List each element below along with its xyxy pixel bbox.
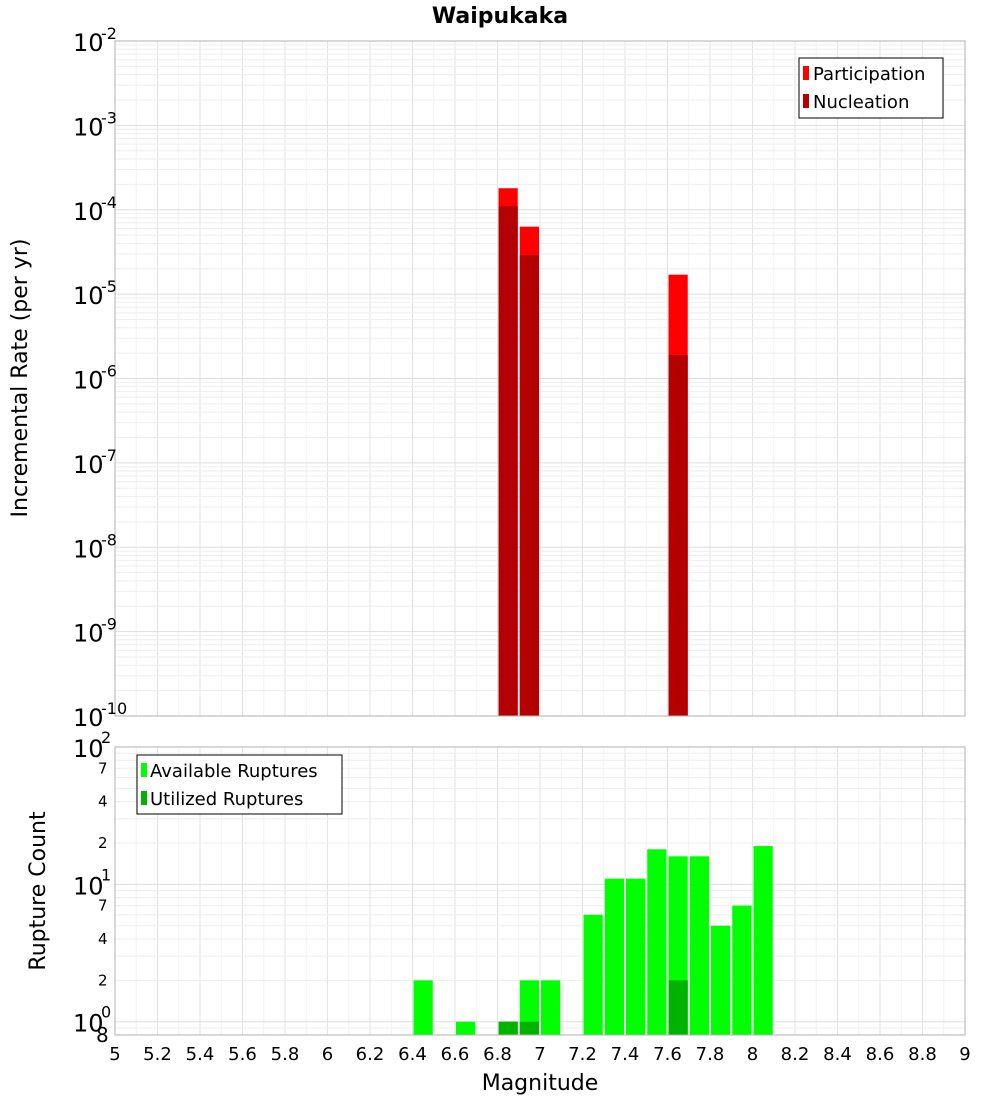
legend-swatch-participation: [803, 66, 809, 80]
top-legend: Participation Nucleation: [798, 57, 944, 119]
top-y-tick-base: 10: [73, 704, 104, 732]
x-tick-label: 7: [534, 1044, 545, 1065]
x-tick-label: 9: [959, 1044, 970, 1065]
x-tick-label: 5.8: [271, 1044, 300, 1065]
top-y-tick-exponent: -2: [101, 24, 117, 43]
top-y-tick-base: 10: [73, 535, 104, 563]
x-tick-label: 7.6: [653, 1044, 682, 1065]
bottom-bar-utilized-ruptures: [668, 980, 688, 1035]
bottom-y-minor-tick: 8: [96, 1023, 109, 1047]
legend-swatch-available: [141, 763, 147, 777]
bottom-plot-frame: [114, 746, 966, 1036]
bottom-y-tick-base: 10: [73, 1010, 104, 1038]
top-gridlines: [114, 41, 966, 717]
legend-label-available: Available Ruptures: [150, 761, 318, 782]
bottom-y-minor-tick: 2: [98, 971, 108, 989]
bottom-y-minor-tick: 7: [98, 897, 108, 915]
bottom-bar-available-ruptures: [711, 925, 731, 1035]
bottom-bar-available-ruptures: [413, 980, 433, 1035]
bottom-y-minor-tick: 2: [98, 834, 108, 852]
top-y-tick-exponent: -6: [101, 362, 117, 381]
top-legend-box: [798, 57, 944, 119]
x-tick-label: 6: [322, 1044, 333, 1065]
legend-label-utilized: Utilized Ruptures: [150, 789, 303, 810]
top-y-tick-base: 10: [73, 282, 104, 310]
bottom-bar-utilized-ruptures: [498, 1021, 518, 1035]
x-tick-label: 5.4: [186, 1044, 215, 1065]
bottom-y-tick-base: 10: [73, 872, 104, 900]
top-y-ticks: 10-210-310-410-510-610-710-810-910-10: [73, 24, 127, 732]
bottom-bar-available-ruptures: [604, 878, 624, 1035]
bottom-legend: Available Ruptures Utilized Ruptures: [136, 754, 343, 815]
top-plot-frame: [114, 40, 966, 717]
top-bar-nucleation: [668, 354, 688, 716]
x-tick-label: 8.2: [781, 1044, 810, 1065]
bottom-bar-available-ruptures: [583, 914, 603, 1035]
bottom-y-tick-base: 10: [73, 735, 104, 763]
x-tick-label: 8.8: [908, 1044, 937, 1065]
bottom-y-minor-tick: 4: [98, 930, 108, 948]
bottom-bar-available-ruptures: [519, 980, 539, 1035]
top-y-tick-base: 10: [73, 29, 104, 57]
legend-swatch-nucleation: [803, 94, 809, 108]
top-y-tick-exponent: -3: [101, 108, 117, 127]
top-y-axis-label: Incremental Rate (per yr): [8, 239, 33, 518]
top-y-tick-exponent: -10: [101, 699, 127, 718]
x-tick-label: 7.8: [696, 1044, 725, 1065]
bottom-bars: [413, 846, 773, 1035]
legend-label-participation: Participation: [813, 64, 925, 85]
bottom-legend-box: [136, 754, 343, 815]
bottom-y-tick-exponent: 0: [101, 1003, 111, 1022]
x-tick-label: 6.4: [398, 1044, 427, 1065]
bottom-bar-available-ruptures: [456, 1021, 476, 1035]
x-tick-label: 8.6: [866, 1044, 895, 1065]
bottom-y-axis-label: Rupture Count: [26, 811, 51, 971]
top-y-tick-exponent: -5: [101, 277, 117, 296]
legend-label-nucleation: Nucleation: [813, 92, 909, 113]
x-tick-label: 8: [747, 1044, 758, 1065]
x-tick-label: 7.2: [568, 1044, 597, 1065]
bottom-y-minor-tick: 4: [98, 793, 108, 811]
legend-swatch-utilized: [141, 791, 147, 805]
top-y-tick-base: 10: [73, 620, 104, 648]
chart-title: Waipukaka: [432, 4, 568, 29]
top-y-tick-exponent: -9: [101, 615, 117, 634]
top-bar-nucleation: [498, 206, 518, 716]
bottom-bar-available-ruptures: [647, 849, 667, 1035]
top-bars: [498, 188, 688, 717]
top-y-tick-exponent: -8: [101, 530, 117, 549]
top-y-tick-base: 10: [73, 113, 104, 141]
top-y-tick-exponent: -4: [101, 193, 117, 212]
top-y-tick-base: 10: [73, 451, 104, 479]
x-tick-label: 6.2: [356, 1044, 385, 1065]
x-tick-label: 8.4: [823, 1044, 852, 1065]
top-y-tick-base: 10: [73, 198, 104, 226]
x-tick-label: 5.6: [228, 1044, 257, 1065]
x-ticks: 5 5.2 5.4 5.6 5.8 6 6.2 6.4 6.6 6.8 7 7.2 7.4 7.6 7.8 8…: [109, 1044, 970, 1065]
bottom-y-tick-exponent: 1: [101, 865, 111, 884]
top-y-tick-exponent: -7: [101, 446, 117, 465]
bottom-bar-available-ruptures: [541, 980, 561, 1035]
x-tick-label: 6.6: [441, 1044, 470, 1065]
x-axis-label: Magnitude: [482, 1071, 599, 1096]
bottom-bar-available-ruptures: [689, 856, 709, 1035]
x-tick-label: 5: [109, 1044, 120, 1065]
bottom-bar-utilized-ruptures: [519, 1021, 539, 1035]
x-tick-label: 5.2: [143, 1044, 172, 1065]
bottom-bar-available-ruptures: [626, 878, 646, 1035]
bottom-y-minor-tick: 7: [98, 759, 108, 777]
top-bar-nucleation: [519, 255, 539, 716]
bottom-bar-available-ruptures: [753, 846, 773, 1035]
bottom-y-tick-exponent: 2: [101, 728, 111, 747]
bottom-bar-available-ruptures: [732, 905, 752, 1035]
x-tick-label: 6.8: [483, 1044, 512, 1065]
top-y-tick-base: 10: [73, 367, 104, 395]
x-tick-label: 7.4: [611, 1044, 640, 1065]
